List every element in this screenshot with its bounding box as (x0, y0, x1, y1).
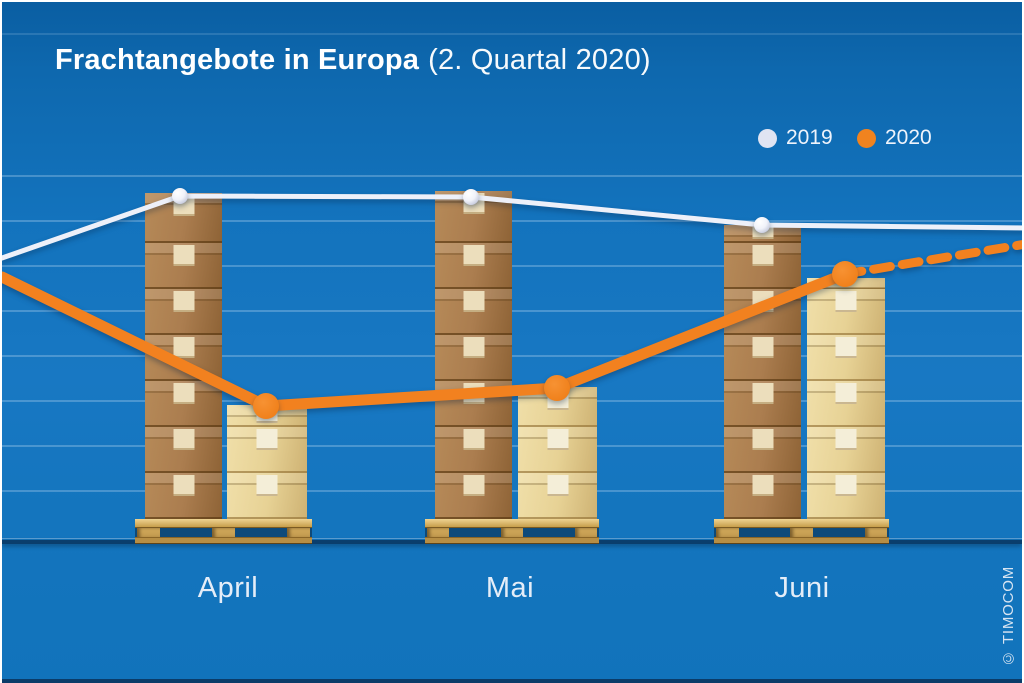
tape-square (173, 245, 194, 266)
gridline (2, 490, 1022, 492)
pallet-deck (425, 519, 599, 528)
pallet-base (714, 537, 889, 544)
brown-box-stack-juni (724, 225, 801, 519)
cardboard-box (518, 473, 597, 519)
legend-item-2019: 2019 (758, 125, 833, 151)
tape-square (463, 291, 484, 312)
cardboard-box (145, 473, 222, 519)
cardboard-box (435, 335, 512, 381)
tape-square (463, 337, 484, 358)
x-axis-label-april: April (197, 572, 259, 604)
cardboard-box (145, 381, 222, 427)
tape-square (835, 429, 857, 450)
title-main: Frachtangebote in Europa (55, 44, 420, 76)
cardboard-box (435, 427, 512, 473)
cardboard-box (227, 427, 307, 473)
gridline (2, 175, 1022, 177)
tape-square (835, 475, 857, 496)
cardboard-box (145, 289, 222, 335)
pallet-blocks (425, 528, 599, 539)
data-point-2019 (754, 217, 770, 233)
cardboard-box (724, 243, 801, 289)
tape-square (256, 429, 278, 450)
cardboard-box (807, 427, 885, 473)
cardboard-box (435, 289, 512, 335)
legend-item-2020: 2020 (857, 125, 932, 151)
data-point-2020 (544, 375, 570, 401)
tape-square (752, 475, 773, 496)
cardboard-box (807, 335, 885, 381)
tape-square (173, 383, 194, 404)
tape-square (173, 429, 194, 450)
cardboard-box (435, 473, 512, 519)
tape-square (835, 383, 857, 404)
cardboard-box (724, 335, 801, 381)
tape-square (463, 475, 484, 496)
cardboard-box (724, 427, 801, 473)
cardboard-box (145, 427, 222, 473)
light-box-stack-juni (807, 278, 885, 519)
gridline (2, 355, 1022, 357)
data-point-2020 (253, 393, 279, 419)
cardboard-box (724, 473, 801, 519)
gridline (2, 220, 1022, 222)
data-point-2019 (463, 189, 479, 205)
copyright-watermark: © TIMOCOM (1000, 566, 1017, 667)
pallet-blocks (714, 528, 889, 539)
tape-square (752, 383, 773, 404)
pallet-juni (714, 519, 889, 544)
x-axis-label-mai: Mai (485, 572, 535, 604)
legend-dot-2020 (857, 128, 876, 148)
tape-square (547, 475, 568, 496)
gridline (2, 400, 1022, 402)
cardboard-box (227, 473, 307, 519)
tape-square (256, 475, 278, 496)
pallet-mai (425, 519, 599, 544)
legend-label-2020: 2020 (885, 126, 932, 149)
pallet-deck (135, 519, 312, 528)
gridline (2, 445, 1022, 447)
gridline (2, 310, 1022, 312)
tape-square (173, 475, 194, 496)
cardboard-box (724, 381, 801, 427)
cardboard-box (518, 427, 597, 473)
data-point-2020 (832, 261, 858, 287)
legend-label-2019: 2019 (786, 126, 833, 149)
tape-square (835, 291, 857, 312)
legend-dot-2019 (758, 128, 777, 148)
tape-square (463, 429, 484, 450)
gridline (2, 265, 1022, 267)
tape-square (752, 245, 773, 266)
x-axis-label-juni: Juni (774, 572, 830, 604)
tape-square (173, 291, 194, 312)
data-point-2019 (172, 188, 188, 204)
line-2019 (2, 193, 1022, 261)
line-2020-forecast-dashed (840, 240, 1022, 279)
title-subtitle: (2. Quartal 2020) (428, 44, 651, 76)
pallet-base (425, 537, 599, 544)
cardboard-box (435, 243, 512, 289)
cardboard-box (145, 243, 222, 289)
pallet-april (135, 519, 312, 544)
line-2020 (2, 268, 851, 412)
tape-square (173, 337, 194, 358)
tape-square (752, 429, 773, 450)
top-band-divider (2, 33, 1022, 35)
pallet-deck (714, 519, 889, 528)
cardboard-box (807, 473, 885, 519)
pallet-blocks (135, 528, 312, 539)
cardboard-box (807, 381, 885, 427)
tape-square (463, 245, 484, 266)
tape-square (835, 337, 857, 358)
bottom-edge-strip (2, 679, 1022, 683)
cardboard-box (807, 289, 885, 335)
tape-square (547, 429, 568, 450)
tape-square (752, 337, 773, 358)
page-title: Frachtangebote in Europa (2. Quartal 2020… (55, 44, 651, 77)
pallet-base (135, 537, 312, 544)
